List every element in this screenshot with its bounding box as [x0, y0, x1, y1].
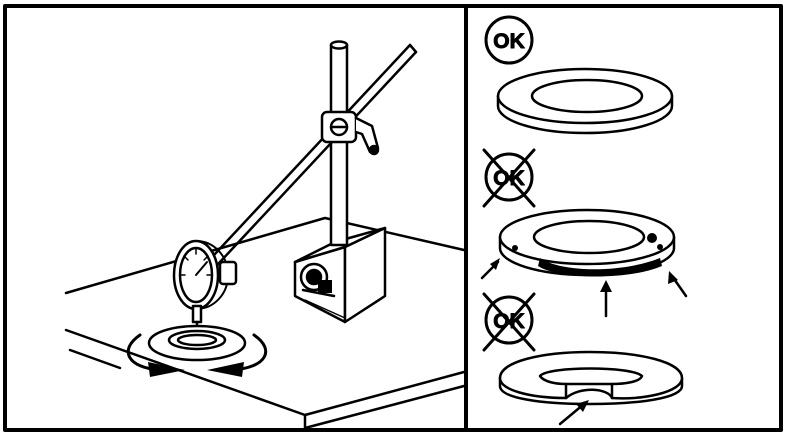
not-ok-badge-broken: OK — [482, 292, 536, 352]
damage-arrows — [480, 258, 688, 318]
measured-washer — [147, 324, 247, 362]
rotation-arrow-head-right — [207, 362, 244, 377]
cross-mark — [482, 292, 536, 352]
vertical-post — [329, 40, 349, 247]
washer-broken — [498, 350, 684, 406]
left-panel — [64, 40, 466, 430]
washer-flat — [496, 67, 674, 135]
indicator-arm — [198, 43, 418, 279]
ok-badge: OK — [484, 15, 534, 65]
dial-indicator — [172, 239, 238, 336]
damage-marks — [538, 258, 662, 277]
cross-mark — [482, 148, 536, 208]
rotation-arrows — [126, 333, 268, 377]
break-arrow — [558, 400, 589, 426]
not-ok-badge-damaged: OK — [482, 148, 536, 208]
right-panel: OK OK — [480, 15, 688, 426]
arm-clamp — [320, 110, 380, 156]
washer-damaged — [498, 208, 676, 277]
ok-badge-label: OK — [493, 30, 525, 53]
outer-border — [3, 4, 783, 432]
rotation-arrow-head-left — [148, 362, 185, 377]
magnetic-base — [293, 226, 387, 324]
surface-plate — [64, 216, 466, 430]
